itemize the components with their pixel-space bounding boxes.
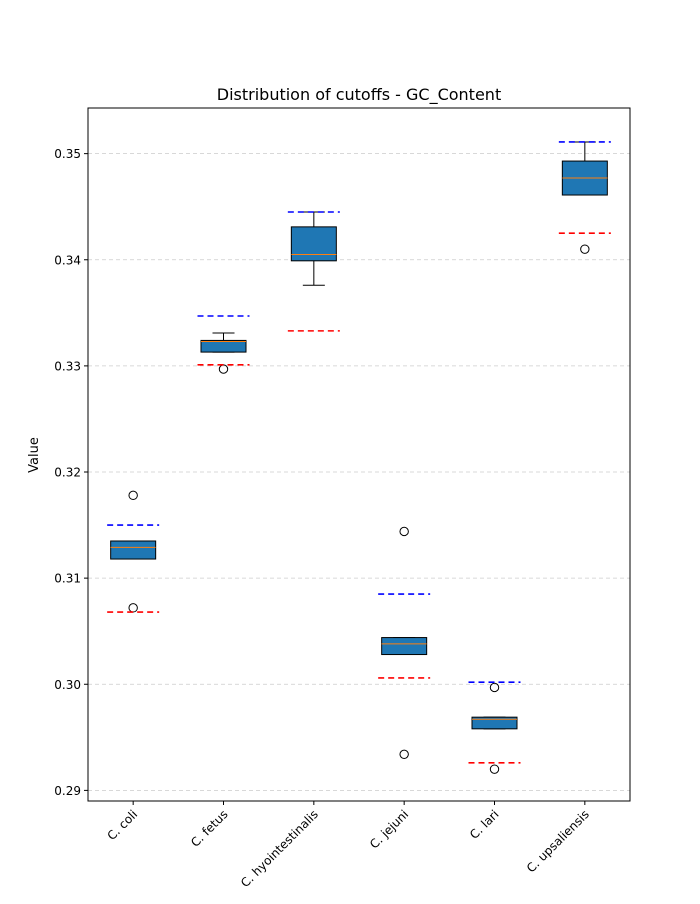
- x-tick-label: C. fetus: [188, 807, 231, 850]
- outlier-point: [489, 764, 500, 774]
- box-body: [381, 637, 428, 656]
- outlier-point: [399, 526, 409, 537]
- x-tick-label: C. coli: [104, 807, 140, 843]
- outlier-point: [128, 490, 138, 501]
- box-body: [110, 540, 157, 560]
- outlier-point: [399, 749, 409, 760]
- y-tick-label: 0.34: [54, 253, 81, 267]
- y-tick-label: 0.32: [54, 466, 81, 480]
- box-body: [290, 226, 337, 262]
- y-tick-label: 0.35: [54, 147, 81, 161]
- plot-frame: [87, 107, 631, 802]
- y-axis-label: Value: [27, 437, 42, 473]
- x-tick-label: C. hyointestinalis: [238, 807, 321, 890]
- y-tick-label: 0.33: [54, 359, 81, 373]
- box-group: [378, 526, 431, 760]
- marks-layer: [107, 141, 611, 774]
- chart-title: Distribution of cutoffs - GC_Content: [217, 85, 501, 105]
- outlier-point: [580, 244, 590, 254]
- box-group: [468, 681, 521, 774]
- x-tick-label: C. upsaliensis: [524, 807, 592, 875]
- outlier-point: [489, 682, 500, 693]
- outlier-point: [128, 603, 138, 613]
- x-tick-label: C. lari: [467, 807, 502, 842]
- box-group: [197, 315, 250, 374]
- x-tick-label: C. jejuni: [367, 807, 411, 851]
- y-tick-label: 0.30: [54, 678, 81, 692]
- box-group: [287, 211, 340, 332]
- box-group: [107, 490, 160, 613]
- y-tick-label: 0.29: [54, 784, 81, 798]
- grid-layer: [88, 153, 630, 791]
- box-body: [471, 716, 518, 730]
- y-tick-label: 0.31: [54, 572, 81, 586]
- box-group: [558, 141, 611, 254]
- box-body: [200, 339, 247, 353]
